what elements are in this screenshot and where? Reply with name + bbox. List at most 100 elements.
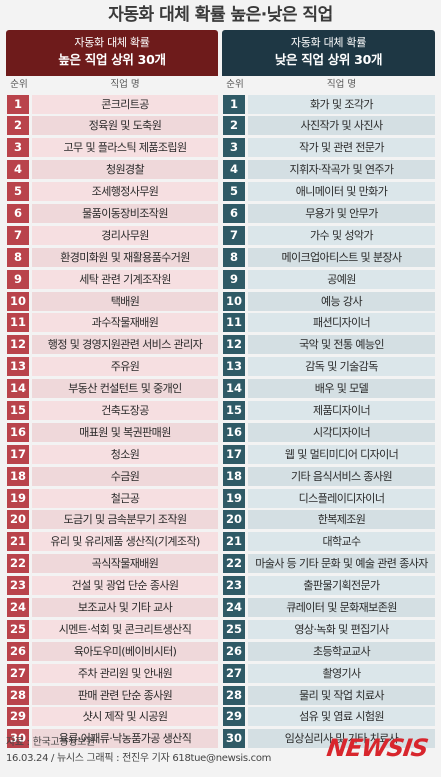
- rank-badge: 1: [223, 94, 245, 114]
- job-name: 애니메이터 및 만화가: [248, 182, 435, 202]
- list-item: 21 대학교수: [222, 531, 435, 553]
- job-name: 예능 강사: [248, 291, 435, 311]
- list-item: 3 작가 및 관련 전문가: [222, 137, 435, 159]
- rank-badge: 19: [7, 488, 29, 508]
- list-item: 6 물품이동장비조작원: [6, 202, 218, 224]
- rank-badge: 15: [223, 400, 245, 420]
- job-name: 배우 및 모델: [248, 379, 435, 399]
- list-item: 9 세탁 관련 기계조작원: [6, 268, 218, 290]
- low-panel-header: 자동화 대체 확률 낮은 직업 상위 30개: [222, 30, 435, 76]
- job-name: 디스플레이디자이너: [248, 488, 435, 508]
- list-item: 11 과수작물재배원: [6, 312, 218, 334]
- rank-badge: 30: [7, 729, 29, 749]
- job-name: 곡식작물재배원: [32, 554, 218, 574]
- list-item: 12 국악 및 전통 예능인: [222, 334, 435, 356]
- rank-badge: 18: [223, 466, 245, 486]
- job-name: 조세행정사무원: [32, 182, 218, 202]
- list-item: 22 마술사 등 기타 문화 및 예술 관련 종사자: [222, 553, 435, 575]
- rank-badge: 28: [223, 685, 245, 705]
- list-item: 9 공예원: [222, 268, 435, 290]
- source-text: 자료 : 한국고용정보원: [6, 737, 95, 748]
- rank-badge: 19: [223, 488, 245, 508]
- rank-badge: 5: [7, 182, 29, 202]
- list-item: 5 애니메이터 및 만화가: [222, 181, 435, 203]
- low-column-header: 순위 직업 명: [222, 76, 435, 93]
- job-name: 콘크리트공: [32, 94, 218, 114]
- list-item: 14 배우 및 모델: [222, 378, 435, 400]
- job-name: 부동산 컨설턴트 및 중개인: [32, 379, 218, 399]
- rank-badge: 8: [223, 247, 245, 267]
- job-name: 마술사 등 기타 문화 및 예술 관련 종사자: [248, 554, 435, 574]
- rank-badge: 9: [223, 269, 245, 289]
- high-probability-panel: 자동화 대체 확률 높은 직업 상위 30개 순위 직업 명 1 콘크리트공 2 정육…: [6, 30, 218, 750]
- rank-badge: 17: [7, 444, 29, 464]
- list-item: 29 섬유 및 염료 시험원: [222, 706, 435, 728]
- list-item: 10 택배원: [6, 290, 218, 312]
- list-item: 6 무용가 및 안무가: [222, 202, 435, 224]
- job-name: 패션디자이너: [248, 313, 435, 333]
- list-item: 12 행정 및 경영지원관련 서비스 관리자: [6, 334, 218, 356]
- rank-badge: 15: [7, 400, 29, 420]
- list-item: 1 화가 및 조각가: [222, 93, 435, 115]
- low-header-title: 낮은 직업 상위 30개: [274, 52, 383, 67]
- job-name: 건축도장공: [32, 400, 218, 420]
- job-name: 정육원 및 도축원: [32, 116, 218, 136]
- rank-badge: 7: [7, 225, 29, 245]
- list-item: 19 철근공: [6, 487, 218, 509]
- job-name: 육아도우미(베이비시터): [32, 641, 218, 661]
- job-name: 매표원 및 복권판매원: [32, 422, 218, 442]
- job-name: 물품이동장비조작원: [32, 203, 218, 223]
- rank-badge: 27: [223, 663, 245, 683]
- job-name: 큐레이터 및 문화재보존원: [248, 597, 435, 617]
- low-job-list: 1 화가 및 조각가 2 사진작가 및 사진사 3 작가 및 관련 전문가 4 지휘자·작곡가…: [222, 93, 435, 750]
- high-header-title: 높은 직업 상위 30개: [58, 52, 166, 67]
- job-name: 주유원: [32, 357, 218, 377]
- rank-badge: 26: [7, 641, 29, 661]
- high-header-subtitle: 자동화 대체 확률: [74, 36, 150, 49]
- job-name: 고무 및 플라스틱 제품조립원: [32, 138, 218, 158]
- rank-badge: 29: [223, 707, 245, 727]
- rank-badge: 30: [223, 729, 245, 749]
- list-item: 10 예능 강사: [222, 290, 435, 312]
- list-item: 27 촬영기사: [222, 662, 435, 684]
- rank-badge: 17: [223, 444, 245, 464]
- rank-badge: 10: [7, 291, 29, 311]
- rank-badge: 13: [7, 357, 29, 377]
- rank-badge: 11: [7, 313, 29, 333]
- list-item: 28 물리 및 작업 치료사: [222, 684, 435, 706]
- rank-badge: 4: [223, 160, 245, 180]
- job-name: 주차 관리원 및 안내원: [32, 663, 218, 683]
- page-title: 자동화 대체 확률 높은·낮은 직업: [108, 5, 333, 25]
- job-name: 무용가 및 안무가: [248, 203, 435, 223]
- job-name: 과수작물재배원: [32, 313, 218, 333]
- list-item: 8 환경미화원 및 재활용품수거원: [6, 246, 218, 268]
- job-name: 건설 및 광업 단순 종사원: [32, 576, 218, 596]
- rank-badge: 24: [7, 597, 29, 617]
- rank-badge: 21: [223, 532, 245, 552]
- rank-badge: 23: [223, 576, 245, 596]
- job-name-column-label: 직업 명: [110, 79, 140, 90]
- job-name: 공예원: [248, 269, 435, 289]
- job-name: 샷시 제작 및 시공원: [32, 707, 218, 727]
- rank-badge: 22: [223, 554, 245, 574]
- job-name: 도금기 및 금속분무기 조작원: [32, 510, 218, 530]
- job-name: 기타 음식서비스 종사원: [248, 466, 435, 486]
- rank-badge: 6: [7, 203, 29, 223]
- list-item: 27 주차 관리원 및 안내원: [6, 662, 218, 684]
- rank-badge: 14: [223, 379, 245, 399]
- list-item: 18 기타 음식서비스 종사원: [222, 465, 435, 487]
- rank-badge: 4: [7, 160, 29, 180]
- rank-badge: 20: [7, 510, 29, 530]
- list-item: 24 보조교사 및 기타 교사: [6, 596, 218, 618]
- list-item: 4 지휘자·작곡가 및 연주가: [222, 159, 435, 181]
- list-item: 22 곡식작물재배원: [6, 553, 218, 575]
- list-item: 21 유리 및 유리제품 생산직(기계조작): [6, 531, 218, 553]
- list-item: 4 청원경찰: [6, 159, 218, 181]
- rank-column-label: 순위: [226, 79, 244, 90]
- list-item: 19 디스플레이디자이너: [222, 487, 435, 509]
- low-probability-panel: 자동화 대체 확률 낮은 직업 상위 30개 순위 직업 명 1 화가 및 조각가…: [222, 30, 435, 750]
- job-name: 출판물기획전문가: [248, 576, 435, 596]
- list-item: 7 경리사무원: [6, 224, 218, 246]
- list-item: 16 시각디자이너: [222, 421, 435, 443]
- list-item: 20 한복제조원: [222, 509, 435, 531]
